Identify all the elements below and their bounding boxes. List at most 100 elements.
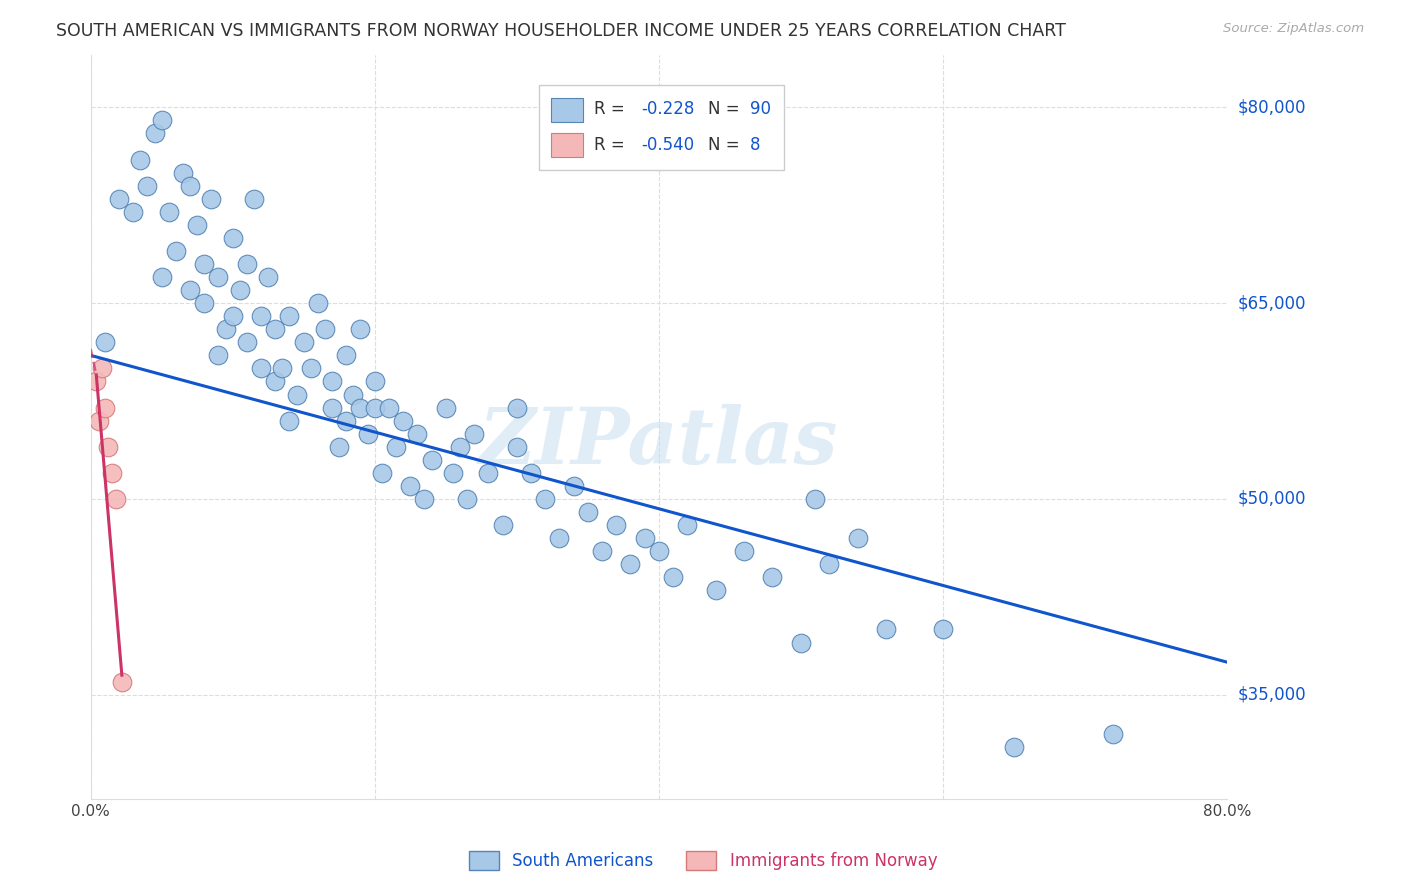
Point [307, 296, 329, 310]
Point [790, 635, 813, 649]
Text: R =: R = [593, 136, 630, 154]
Text: SOUTH AMERICAN VS IMMIGRANTS FROM NORWAY HOUSEHOLDER INCOME UNDER 25 YEARS CORRE: SOUTH AMERICAN VS IMMIGRANTS FROM NORWAY… [56, 22, 1066, 40]
Point [491, 518, 513, 533]
Point [193, 296, 215, 310]
FancyBboxPatch shape [551, 133, 582, 157]
Point [534, 491, 557, 506]
Point [576, 505, 599, 519]
Point [94, 401, 117, 415]
Text: 8: 8 [749, 136, 761, 154]
Point [84, 375, 107, 389]
Point [363, 375, 385, 389]
Point [250, 309, 273, 323]
Point [520, 466, 543, 480]
Point [150, 270, 173, 285]
Point [392, 414, 415, 428]
Point [591, 544, 613, 558]
Point [250, 361, 273, 376]
Point [335, 414, 357, 428]
Point [363, 401, 385, 415]
Point [111, 674, 134, 689]
Point [463, 426, 485, 441]
Point [761, 570, 783, 584]
Point [846, 531, 869, 545]
FancyBboxPatch shape [540, 85, 783, 170]
Point [157, 204, 180, 219]
Point [129, 153, 152, 167]
Text: $50,000: $50,000 [1239, 490, 1306, 508]
Point [278, 414, 301, 428]
Point [371, 466, 394, 480]
Point [236, 257, 259, 271]
Point [179, 178, 201, 193]
Point [406, 426, 429, 441]
Point [349, 401, 371, 415]
Point [321, 401, 343, 415]
Point [335, 348, 357, 362]
Point [619, 558, 641, 572]
Point [633, 531, 655, 545]
Point [200, 192, 222, 206]
Point [193, 257, 215, 271]
Point [143, 127, 166, 141]
Point [562, 479, 585, 493]
Point [399, 479, 422, 493]
Point [314, 322, 336, 336]
Point [257, 270, 280, 285]
Point [136, 178, 159, 193]
Text: 90: 90 [749, 101, 770, 119]
Point [285, 387, 308, 401]
Point [932, 623, 955, 637]
Point [342, 387, 364, 401]
Point [299, 361, 322, 376]
Point [321, 375, 343, 389]
FancyBboxPatch shape [551, 98, 582, 122]
Point [704, 583, 727, 598]
Point [449, 440, 471, 454]
Point [89, 414, 111, 428]
Point [105, 491, 128, 506]
Point [875, 623, 897, 637]
Point [441, 466, 464, 480]
Text: $80,000: $80,000 [1239, 98, 1306, 116]
Text: $65,000: $65,000 [1239, 294, 1306, 312]
Text: R =: R = [593, 101, 630, 119]
Point [506, 401, 529, 415]
Text: -0.540: -0.540 [641, 136, 695, 154]
Point [221, 309, 243, 323]
Point [477, 466, 499, 480]
Point [356, 426, 378, 441]
Text: Source: ZipAtlas.com: Source: ZipAtlas.com [1223, 22, 1364, 36]
Point [506, 440, 529, 454]
Point [434, 401, 457, 415]
Point [271, 361, 294, 376]
Point [548, 531, 571, 545]
Point [97, 440, 120, 454]
Point [91, 361, 114, 376]
Legend: South Americans, Immigrants from Norway: South Americans, Immigrants from Norway [463, 844, 943, 877]
Point [229, 283, 252, 297]
Point [101, 466, 124, 480]
Point [804, 491, 827, 506]
Point [662, 570, 685, 584]
Point [264, 375, 287, 389]
Point [328, 440, 350, 454]
Point [456, 491, 478, 506]
Text: $35,000: $35,000 [1239, 686, 1306, 704]
Point [1102, 727, 1125, 741]
Point [236, 335, 259, 350]
Point [186, 218, 208, 232]
Point [349, 322, 371, 336]
Point [94, 335, 117, 350]
Text: N =: N = [707, 101, 745, 119]
Point [605, 518, 627, 533]
Point [413, 491, 436, 506]
Point [676, 518, 699, 533]
Point [207, 270, 229, 285]
Point [243, 192, 266, 206]
Text: N =: N = [707, 136, 745, 154]
Point [818, 558, 841, 572]
Text: ZIPatlas: ZIPatlas [479, 404, 838, 480]
Point [378, 401, 401, 415]
Point [278, 309, 301, 323]
